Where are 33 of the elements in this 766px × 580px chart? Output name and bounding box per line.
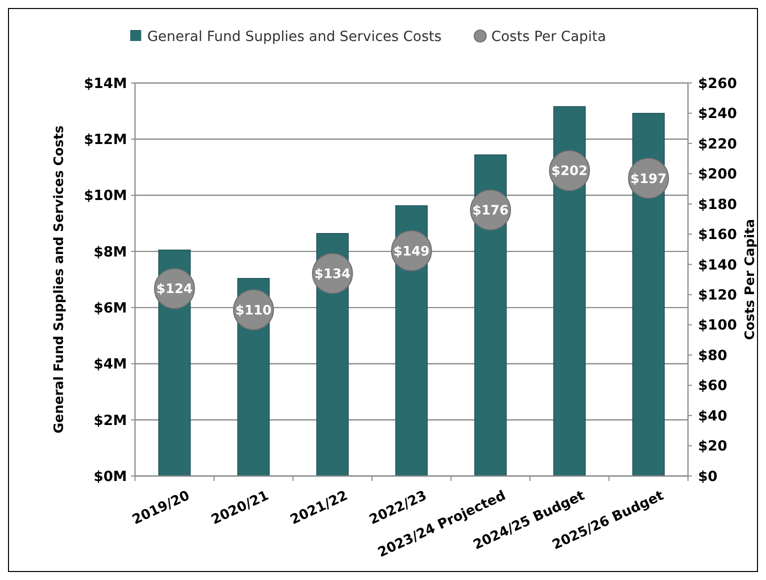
y-tick-label: $6M — [94, 300, 127, 316]
y-tick-label: $10M — [84, 188, 127, 204]
legend-label: Costs Per Capita — [491, 28, 606, 45]
y2-tick-label: $140 — [698, 257, 738, 274]
data-label: $149 — [393, 244, 430, 260]
y2-tick-label: $220 — [698, 136, 738, 152]
y2-tick-label: $240 — [698, 106, 738, 122]
data-label: $110 — [235, 303, 272, 318]
data-label: $134 — [314, 267, 351, 282]
y-tick-label: $4M — [94, 356, 127, 373]
data-label: $202 — [551, 164, 588, 180]
y-tick-label: $12M — [84, 132, 127, 148]
y2-tick-label: $180 — [698, 196, 738, 213]
y-tick-label: $14M — [84, 76, 127, 92]
data-label: $197 — [630, 172, 667, 187]
y2-tick-label: $160 — [698, 227, 738, 244]
data-label: $124 — [156, 282, 193, 298]
y2-axis-title: Costs Per Capita — [743, 218, 758, 340]
y2-tick-label: $20 — [698, 438, 728, 455]
y2-tick-label: $100 — [698, 318, 738, 334]
y2-tick-label: $260 — [698, 76, 738, 92]
y2-tick-label: $120 — [698, 288, 738, 304]
y2-tick-label: $0 — [698, 468, 718, 485]
y-tick-label: $0M — [94, 468, 127, 485]
y2-tick-label: $80 — [698, 348, 728, 364]
y-axis-title: General Fund Supplies and Services Costs — [52, 125, 67, 434]
y-tick-label: $2M — [94, 412, 127, 429]
y2-tick-label: $60 — [698, 378, 728, 394]
y2-tick-label: $200 — [698, 166, 738, 183]
data-label: $176 — [472, 204, 509, 219]
y2-tick-label: $40 — [698, 408, 728, 424]
legend-label: General Fund Supplies and Services Costs — [147, 28, 442, 45]
y-tick-label: $8M — [94, 244, 127, 260]
